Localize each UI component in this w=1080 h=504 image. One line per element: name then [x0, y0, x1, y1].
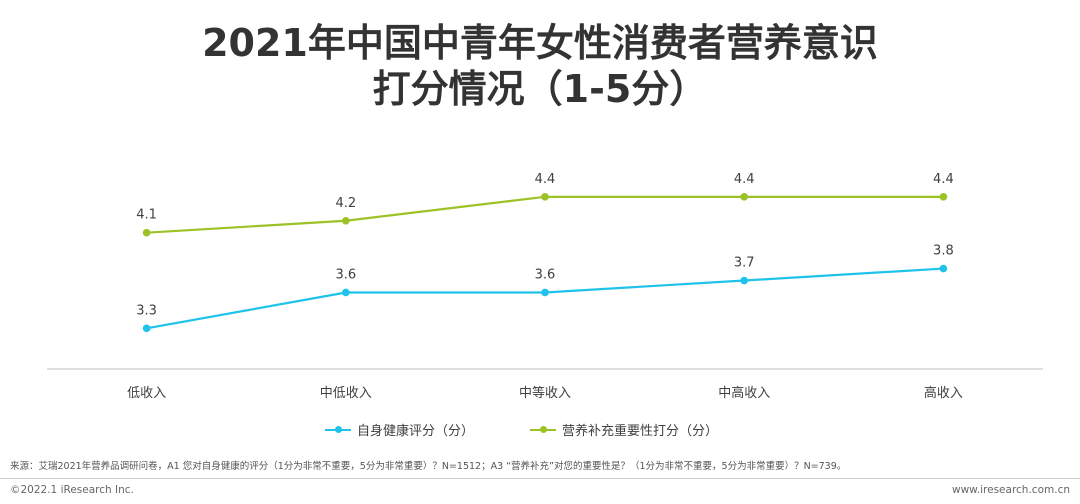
- legend-label-health: 自身健康评分（分）: [357, 424, 475, 439]
- legend-swatch-health: [325, 426, 351, 433]
- chart-legend: 自身健康评分（分） 营养补充重要性打分（分）: [0, 420, 1080, 444]
- website-text: www.iresearch.com.cn: [951, 484, 1070, 496]
- series-line-1: [146, 195, 944, 234]
- data-label: 3.6: [335, 267, 356, 282]
- data-label: 3.8: [933, 244, 954, 259]
- data-label: 4.4: [734, 172, 755, 187]
- data-label: 4.4: [535, 172, 556, 187]
- data-label: 4.4: [933, 172, 954, 187]
- data-point: [541, 288, 549, 297]
- x-tick-label: 中等收入: [519, 385, 571, 401]
- data-label: 3.7: [734, 256, 755, 271]
- data-point: [939, 193, 948, 201]
- data-point: [740, 193, 748, 201]
- data-point: [541, 193, 549, 201]
- data-label: 4.1: [136, 208, 157, 223]
- legend-label-supplement: 营养补充重要性打分（分）: [562, 424, 719, 439]
- data-label: 3.6: [535, 267, 556, 282]
- x-tick-label: 低收入: [127, 386, 166, 401]
- data-point: [939, 264, 948, 273]
- data-point: [142, 324, 151, 333]
- data-point: [740, 276, 748, 285]
- footer-divider: [0, 478, 1080, 479]
- data-point: [342, 216, 350, 225]
- data-point: [142, 228, 151, 237]
- copyright-text: ©2022.1 iResearch Inc.: [10, 484, 134, 496]
- legend-swatch-supplement: [530, 426, 556, 433]
- x-tick-label: 高收入: [924, 385, 963, 401]
- data-label: 3.3: [136, 303, 157, 318]
- chart-title-line2: 打分情况（1-5分）: [372, 67, 708, 111]
- x-tick-label: 中高收入: [718, 385, 770, 401]
- data-label: 4.2: [335, 196, 356, 211]
- legend-item-supplement: 营养补充重要性打分（分）: [530, 420, 718, 439]
- chart-title-line1: 2021年中国中青年女性消费者营养意识: [202, 21, 878, 65]
- x-tick-label: 中低收入: [320, 386, 372, 401]
- source-note: 来源：艾瑞2021年营养品调研问卷，A1 您对自身健康的评分（1分为非常不重要，…: [10, 461, 847, 472]
- legend-item-health: 自身健康评分（分）: [325, 420, 474, 439]
- data-point: [342, 288, 350, 297]
